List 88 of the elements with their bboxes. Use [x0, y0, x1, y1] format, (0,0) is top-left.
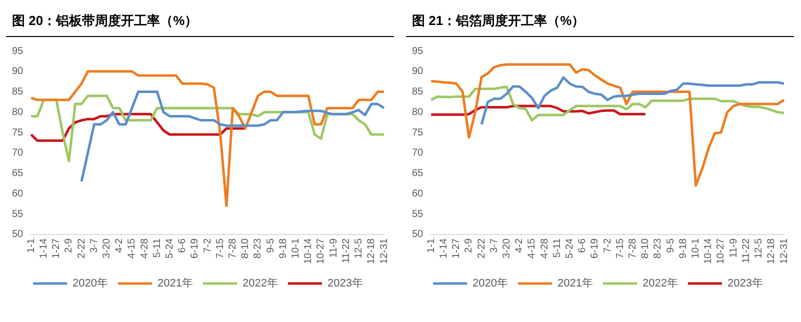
x-tick-label: 2-9 — [464, 238, 475, 253]
y-tick-label: 90 — [412, 66, 424, 78]
x-tick-label: 4-15 — [126, 238, 138, 258]
legend-label: 2021年 — [558, 278, 594, 290]
x-tick-label: 12-5 — [354, 238, 365, 258]
x-tick-label: 8-10 — [240, 238, 252, 258]
legend-label: 2021年 — [158, 278, 194, 290]
x-tick-label: 12-31 — [378, 238, 390, 264]
x-tick-label: 10-1 — [290, 238, 302, 258]
y-tick-label: 85 — [412, 86, 424, 98]
x-tick-label: 11-22 — [740, 238, 752, 264]
y-tick-label: 55 — [12, 208, 24, 220]
legend-label: 2022年 — [642, 278, 678, 290]
y-tick-label: 80 — [412, 106, 424, 118]
y-tick-label: 55 — [412, 208, 424, 220]
legend-label: 2022年 — [242, 278, 278, 290]
x-tick-label: 7-28 — [228, 238, 239, 258]
y-tick-label: 50 — [12, 229, 24, 240]
x-tick-label: 10-1 — [690, 238, 702, 258]
x-tick-label: 10-14 — [703, 238, 714, 264]
y-tick-label: 75 — [12, 127, 24, 138]
x-tick-label: 5-11 — [152, 238, 163, 258]
x-tick-label: 9-18 — [678, 238, 689, 258]
y-tick-label: 95 — [12, 46, 24, 57]
x-tick-label: 3-20 — [101, 238, 112, 258]
x-tick-label: 7-2 — [602, 238, 614, 253]
x-tick-label: 1-27 — [51, 238, 62, 258]
x-tick-label: 7-15 — [214, 238, 226, 258]
x-tick-label: 11-9 — [728, 238, 740, 258]
x-tick-label: 7-15 — [614, 238, 626, 258]
x-tick-label: 9-5 — [665, 238, 676, 253]
x-tick-label: 1-14 — [38, 238, 50, 258]
y-tick-label: 60 — [412, 188, 424, 200]
x-tick-label: 8-23 — [252, 238, 264, 258]
x-tick-label: 9-5 — [265, 238, 276, 253]
y-tick-label: 95 — [412, 46, 424, 57]
y-tick-label: 60 — [12, 188, 24, 200]
x-tick-label: 1-14 — [438, 238, 450, 258]
x-tick-label: 6-19 — [190, 238, 201, 258]
y-tick-label: 75 — [412, 127, 424, 138]
x-tick-label: 5-24 — [564, 238, 576, 258]
chart-title: 图 21：铝箔周度开工率（%） — [406, 0, 794, 37]
x-tick-label: 8-10 — [640, 238, 652, 258]
legend-label: 2020年 — [472, 278, 508, 290]
y-tick-label: 65 — [412, 168, 424, 180]
x-tick-label: 4-2 — [114, 238, 126, 253]
x-tick-label: 6-6 — [577, 238, 588, 253]
x-tick-label: 3-20 — [501, 238, 512, 258]
y-tick-label: 50 — [412, 229, 424, 240]
legend-label: 2023年 — [327, 278, 363, 290]
x-tick-label: 4-2 — [514, 238, 526, 253]
x-tick-label: 12-5 — [754, 238, 765, 258]
x-tick-label: 6-19 — [590, 238, 601, 258]
x-tick-label: 4-28 — [139, 238, 150, 258]
x-tick-label: 1-27 — [451, 238, 462, 258]
legend-label: 2023年 — [727, 278, 763, 290]
x-tick-label: 1-1 — [26, 238, 37, 253]
x-tick-label: 4-28 — [539, 238, 550, 258]
x-tick-label: 7-28 — [628, 238, 639, 258]
y-tick-label: 70 — [412, 148, 424, 159]
x-tick-label: 11-9 — [328, 238, 340, 258]
y-tick-label: 90 — [12, 66, 24, 78]
x-tick-label: 6-6 — [177, 238, 188, 253]
y-tick-label: 65 — [12, 168, 24, 180]
y-tick-label: 80 — [12, 106, 24, 118]
x-tick-label: 4-15 — [526, 238, 538, 258]
x-tick-label: 12-18 — [766, 238, 778, 264]
x-tick-label: 9-18 — [278, 238, 289, 258]
x-tick-label: 3-7 — [488, 238, 500, 253]
x-tick-label: 10-27 — [716, 238, 727, 264]
x-tick-label: 12-31 — [778, 238, 790, 264]
x-tick-label: 10-14 — [303, 238, 314, 264]
x-tick-label: 8-23 — [652, 238, 664, 258]
x-tick-label: 2-22 — [476, 238, 488, 258]
x-tick-label: 5-24 — [164, 238, 176, 258]
x-tick-label: 12-18 — [366, 238, 378, 264]
x-tick-label: 5-11 — [552, 238, 563, 258]
x-tick-label: 1-1 — [426, 238, 437, 253]
x-tick-label: 2-9 — [64, 238, 75, 253]
x-tick-label: 11-22 — [340, 238, 352, 264]
x-tick-label: 2-22 — [76, 238, 88, 258]
chart-title: 图 20：铝板带周度开工率（%） — [6, 0, 394, 37]
x-tick-label: 10-27 — [316, 238, 327, 264]
x-tick-label: 3-7 — [88, 238, 100, 253]
x-tick-label: 7-2 — [202, 238, 214, 253]
legend-label: 2020年 — [72, 278, 108, 290]
y-tick-label: 85 — [12, 86, 24, 98]
y-tick-label: 70 — [12, 148, 24, 159]
